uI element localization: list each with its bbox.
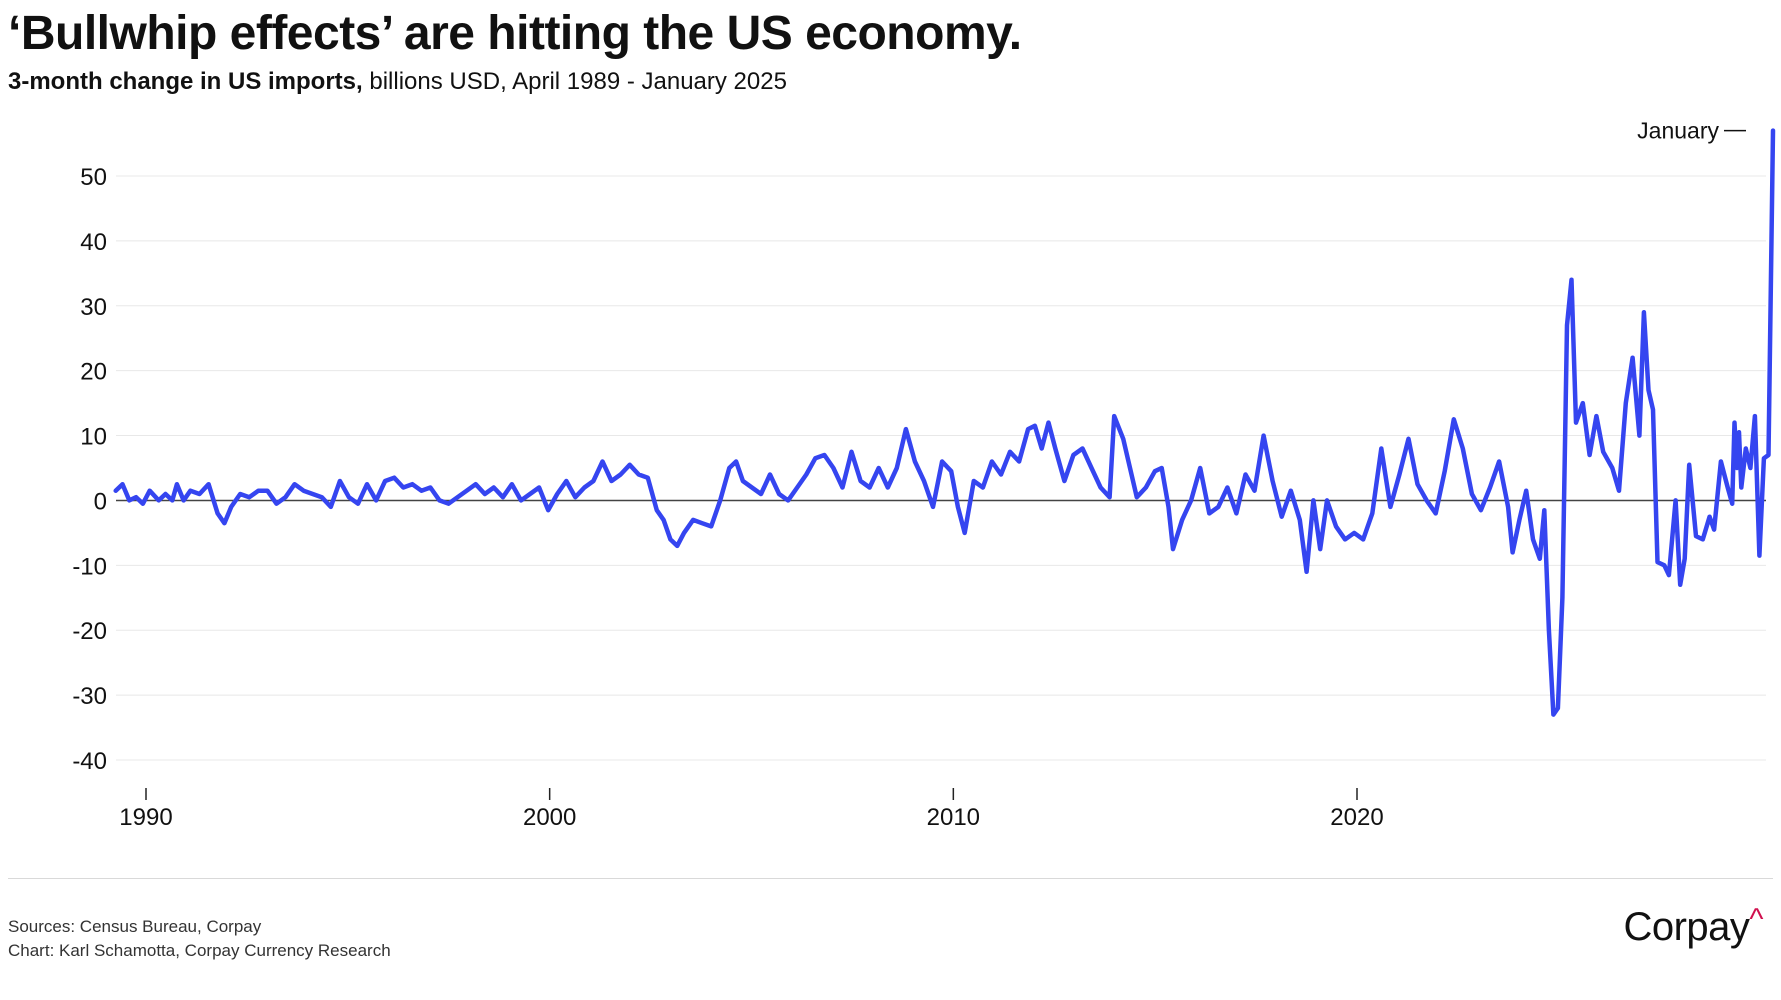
subtitle-bold: 3-month change in US imports, <box>8 68 363 95</box>
y-tick-label: 40 <box>80 229 107 256</box>
chart-subtitle: 3-month change in US imports, billions U… <box>8 68 787 96</box>
subtitle-rest: billions USD, April 1989 - January 2025 <box>362 68 787 95</box>
sources-text: Sources: Census Bureau, Corpay <box>8 917 262 936</box>
y-tick-label: -40 <box>72 748 107 775</box>
gridlines <box>116 175 1766 761</box>
annotation: January <box>1637 118 1746 144</box>
x-tick-label: 2020 <box>1330 804 1383 831</box>
y-tick-label: 20 <box>80 359 107 386</box>
x-axis: 1990 2000 2010 2020 <box>119 788 1384 831</box>
y-tick-label: 30 <box>80 294 107 321</box>
y-tick-label: 10 <box>80 424 107 451</box>
y-tick-label: -20 <box>72 618 107 645</box>
x-tick-label: 1990 <box>119 804 172 831</box>
chart-credit: Chart: Karl Schamotta, Corpay Currency R… <box>8 941 391 960</box>
footer-divider <box>8 878 1773 879</box>
x-tick-label: 2010 <box>927 804 980 831</box>
y-tick-label: -30 <box>72 683 107 710</box>
x-tick-label: 2000 <box>523 804 576 831</box>
series-layer <box>113 128 1776 717</box>
series-line <box>113 128 1776 717</box>
y-tick-label: -10 <box>72 553 107 580</box>
y-tick-label: 50 <box>80 164 107 191</box>
footer-sources: Sources: Census Bureau, Corpay Chart: Ka… <box>8 915 391 963</box>
annotation-label: January <box>1637 118 1719 144</box>
corpay-logo: Corpay^ <box>1623 903 1763 950</box>
logo-caret-icon: ^ <box>1749 903 1763 936</box>
y-axis: 50 40 30 20 10 0 -10 -20 -30 -40 <box>72 164 107 775</box>
logo-text: Corpay <box>1623 905 1750 949</box>
y-tick-label: 0 <box>94 488 107 515</box>
chart-title: ‘Bullwhip effects’ are hitting the US ec… <box>8 7 1022 60</box>
